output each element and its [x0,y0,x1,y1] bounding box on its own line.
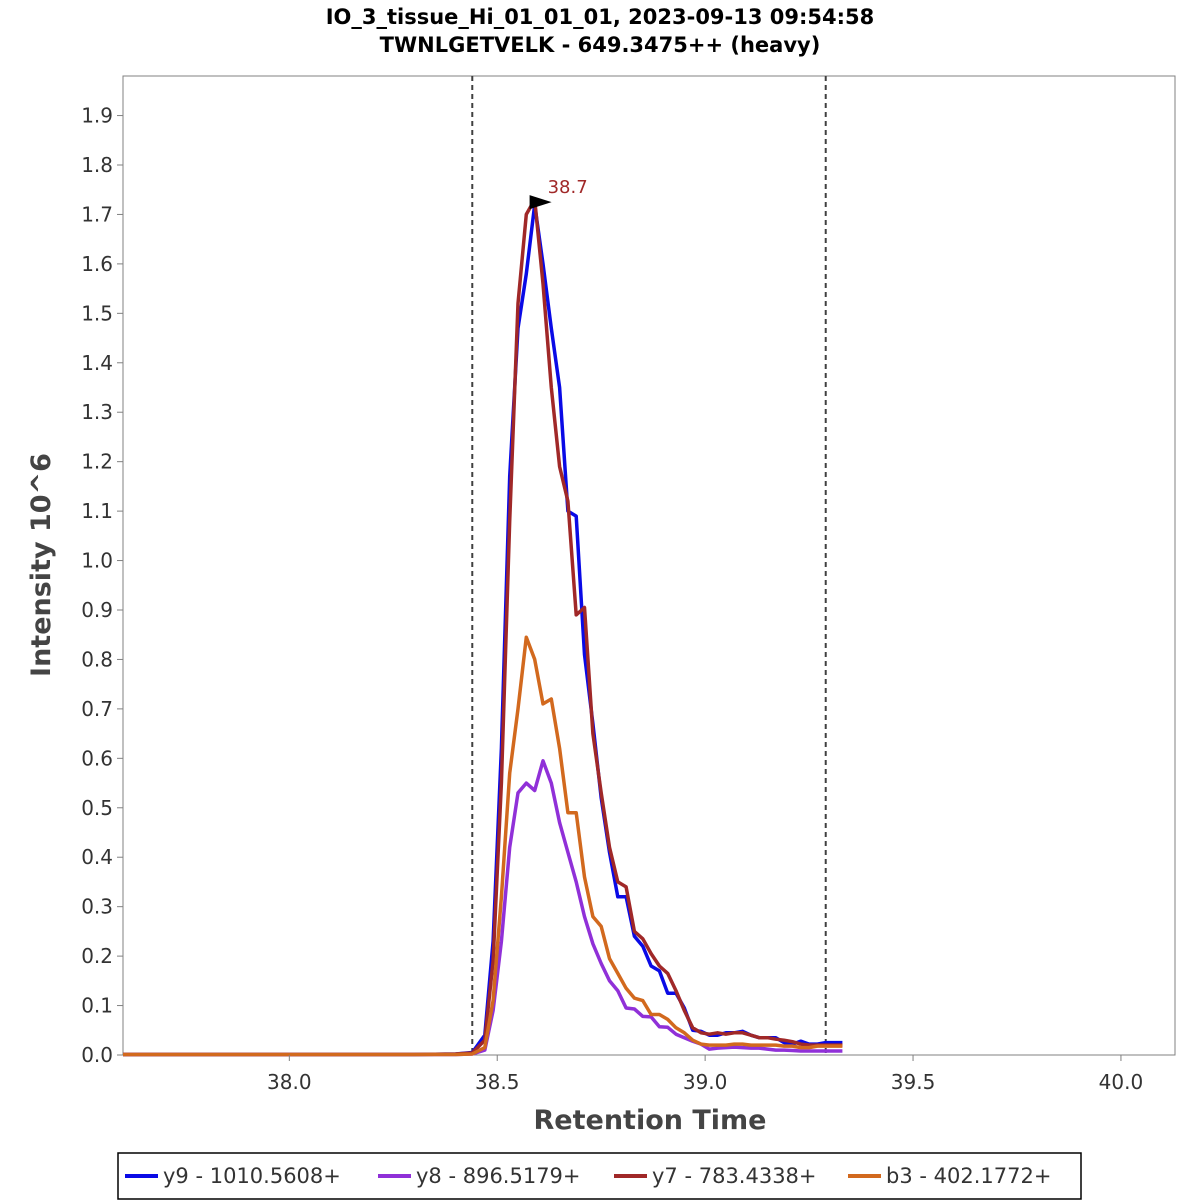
y-axis-title: Intensity 10^6 [26,453,57,677]
y-tick-label: 1.4 [81,351,113,375]
x-tick-label: 38.5 [475,1070,520,1094]
y-tick-label: 1.1 [81,499,113,523]
chart-subtitle: TWNLGETVELK - 649.3475++ (heavy) [380,33,821,57]
y-tick-label: 0.4 [81,845,113,869]
y-tick-label: 0.0 [81,1043,113,1067]
y-tick-label: 1.7 [81,202,113,226]
y-tick-label: 0.2 [81,944,113,968]
y-tick-label: 0.6 [81,746,113,770]
legend-label: y8 - 896.5179+ [416,1164,581,1188]
peak-arrow-icon [529,195,552,210]
y-tick-label: 1.0 [81,549,113,573]
y-tick-label: 1.5 [81,301,113,325]
legend-label: y9 - 1010.5608+ [163,1164,341,1188]
y-tick-label: 1.9 [81,104,113,128]
y-tick-label: 0.8 [81,647,113,671]
y-tick-label: 0.1 [81,994,113,1018]
peak-annotation-label: 38.7 [548,177,588,198]
x-tick-label: 40.0 [1099,1070,1144,1094]
y-tick-label: 1.3 [81,400,113,424]
series-line [123,197,843,1057]
legend-box [117,1152,1082,1200]
y-tick-label: 0.3 [81,895,113,919]
legend-label: b3 - 402.1772+ [886,1164,1051,1188]
y-tick-label: 0.5 [81,796,113,820]
y-tick-label: 1.8 [81,153,113,177]
series-line [123,635,843,1057]
y-tick-label: 1.6 [81,252,113,276]
x-axis-title: Retention Time [534,1105,767,1136]
x-tick-label: 39.5 [891,1070,936,1094]
y-tick-label: 0.7 [81,697,113,721]
legend: y9 - 1010.5608+ y8 - 896.5179+ y7 - 783.43… [117,1152,1082,1200]
x-tick-label: 38.0 [267,1070,312,1094]
y-tick-label: 1.2 [81,450,113,474]
x-tick-label: 39.0 [683,1070,728,1094]
y-tick-label: 0.9 [81,598,113,622]
legend-label: y7 - 783.4338+ [652,1164,817,1188]
chart-title: IO_3_tissue_Hi_01_01_01, 2023-09-13 09:5… [326,5,875,29]
series-line [123,759,843,1057]
plot-area [122,75,1176,1056]
